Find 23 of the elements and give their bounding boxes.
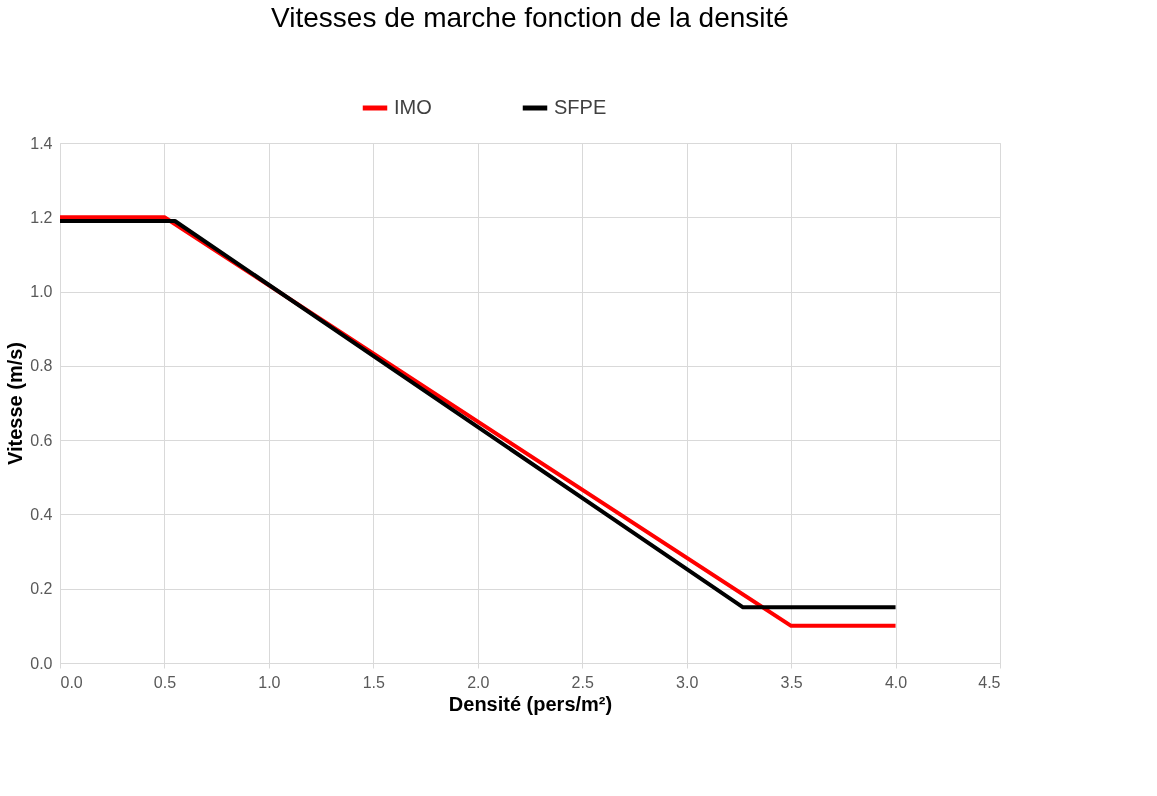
y-tick-label: 0.8	[30, 357, 53, 375]
x-tick-label: 1.0	[258, 673, 281, 691]
x-tick-label: 4.5	[978, 673, 1001, 691]
legend-label: SFPE	[554, 96, 607, 118]
y-tick-label: 1.4	[30, 134, 53, 152]
x-tick-label: 3.5	[780, 673, 803, 691]
x-tick-label: 0.0	[60, 673, 83, 691]
y-tick-label: 0.0	[30, 654, 53, 672]
x-tick-label: 2.5	[571, 673, 594, 691]
legend-label: IMO	[394, 96, 432, 118]
y-axis-title: Vitesse (m/s)	[4, 341, 27, 466]
x-tick-label: 3.0	[676, 673, 699, 691]
chart-title: Vitesses de marche fonction de la densité	[271, 2, 789, 33]
x-tick-label: 2.0	[467, 673, 490, 691]
x-tick-label: 4.0	[884, 673, 908, 691]
y-tick-label: 1.2	[30, 208, 53, 226]
x-tick-label: 0.5	[153, 673, 177, 691]
y-tick-label: 0.2	[30, 580, 53, 598]
y-tick-label: 1.0	[30, 283, 53, 301]
y-tick-label: 0.6	[30, 431, 53, 449]
y-tick-label: 0.4	[30, 505, 53, 523]
x-tick-label: 1.5	[362, 673, 386, 691]
x-axis-title: Densité (pers/m²)	[448, 692, 613, 715]
